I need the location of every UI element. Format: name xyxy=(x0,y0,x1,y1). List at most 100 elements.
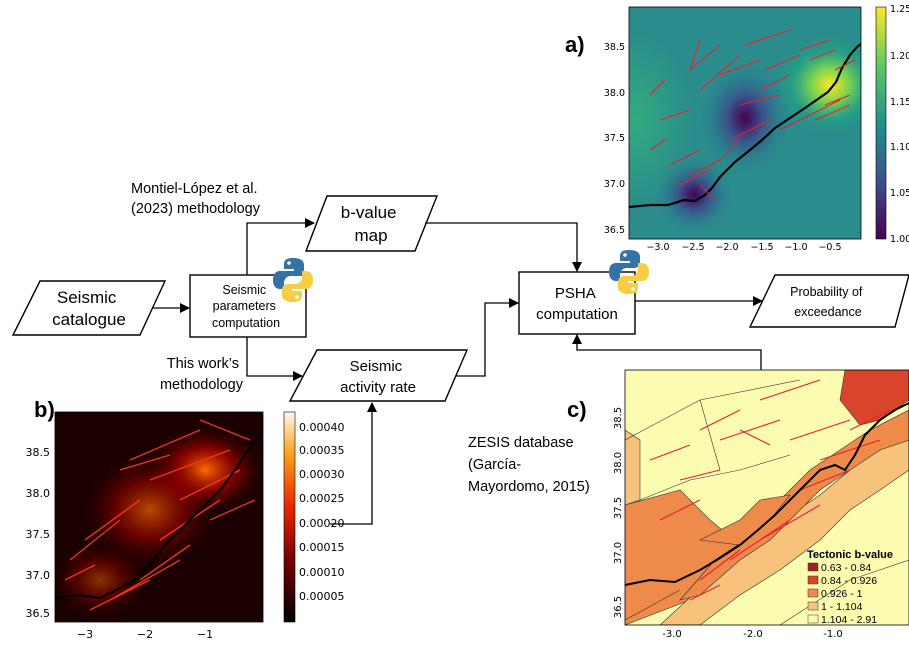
legend-label: 0.84 - 0.926 xyxy=(821,575,877,587)
panel-a-xtick: −1.0 xyxy=(784,242,807,253)
panel-b-cbar-tick: 0.00025 xyxy=(299,492,345,505)
legend-item: 0.84 - 0.926 xyxy=(807,575,877,587)
arrow-mapb-activity xyxy=(330,402,377,525)
svg-text:Montiel-López et al. (20: Montiel-López et al. (2023) methodology xyxy=(131,181,262,217)
legend-title: Tectonic b-value xyxy=(807,549,893,561)
svg-text:PSHA computation: PSHA computation xyxy=(536,285,618,323)
panel-c-xtick: -3.0 xyxy=(662,629,682,640)
panel-b-label: b) xyxy=(34,397,55,422)
svg-text:This work’s methodology: This work’s methodology xyxy=(160,356,244,393)
panel-b-activity-map: b) 0.00040 0.00035 0.00030 0.00025 0.000… xyxy=(26,397,345,641)
params-label-1: Seismic xyxy=(222,283,266,297)
montiel-text-2: (2023) methodology xyxy=(131,201,261,217)
psha-label-2: computation xyxy=(536,306,618,323)
panel-b-cbar-tick: 0.00015 xyxy=(299,541,345,554)
legend-label: 1 - 1.104 xyxy=(821,601,863,613)
svg-text:b-value map: b-value map xyxy=(341,203,402,245)
panel-b-xtick: −2 xyxy=(137,628,153,641)
arrow-bvalue-psha xyxy=(425,222,582,272)
panel-b-colorbar xyxy=(283,411,296,623)
legend-item: 1.104 - 2.91 xyxy=(807,614,877,626)
seismic-activity-node xyxy=(288,349,469,402)
panel-b-ytick: 37.0 xyxy=(26,569,51,582)
python-logo-icon xyxy=(609,250,649,294)
seismic-catalogue-node xyxy=(11,280,167,336)
thiswork-text-1: This work’s xyxy=(167,356,239,372)
flowchart: Seismic catalogue Seismic parameters com… xyxy=(11,181,909,525)
panel-a-cbar-tick: 1.05 xyxy=(890,188,909,199)
b-value-map-node xyxy=(304,195,439,252)
panel-b-cbar-tick: 0.00030 xyxy=(299,468,345,481)
panel-a-cbar-tick: 1.20 xyxy=(890,51,909,62)
panel-a-xtick: −0.5 xyxy=(818,242,841,253)
panel-c-ytick: 37.5 xyxy=(613,497,624,519)
legend-item: 1 - 1.104 xyxy=(807,601,863,613)
panel-c-tectonic-map: c) Tectonic b-value 0.63 - 0.84 xyxy=(567,369,909,640)
zesis-text-2: (García- xyxy=(468,457,521,473)
panel-a-ytick: 37.5 xyxy=(604,133,625,144)
seismic-catalogue-label-2: catalogue xyxy=(52,310,126,329)
panel-c-ytick: 38.0 xyxy=(613,452,624,474)
b-value-label-2: map xyxy=(354,226,387,245)
panel-a-xtick: −2.0 xyxy=(715,242,738,253)
panel-b-cbar-tick: 0.00040 xyxy=(299,421,345,434)
panel-c-label: c) xyxy=(567,397,587,422)
legend-swatch xyxy=(807,588,819,598)
panel-b-cbar-tick: 0.00005 xyxy=(299,590,345,603)
arrow-activity-psha xyxy=(456,298,519,377)
panel-c-xtick: -2.0 xyxy=(743,629,763,640)
panel-c-legend: Tectonic b-value 0.63 - 0.84 0.84 - 0.92… xyxy=(807,549,893,626)
panel-b-ytick: 38.0 xyxy=(26,487,51,500)
params-label-3: computation xyxy=(212,316,280,330)
panel-a-xtick: −2.5 xyxy=(681,242,704,253)
montiel-text-1: Montiel-López et al. xyxy=(131,181,258,197)
panel-c-xtick: -1.0 xyxy=(823,629,843,640)
panel-b-cbar-tick: 0.00010 xyxy=(299,566,345,579)
panel-a-cbar-tick: 1.10 xyxy=(890,142,909,153)
panel-b-ytick: 37.5 xyxy=(26,528,51,541)
activity-label-2: activity rate xyxy=(340,379,416,396)
panel-c-ytick: 36.5 xyxy=(613,596,624,618)
panel-c-ytick: 37.0 xyxy=(613,542,624,564)
panel-a-bvalue-map: a) 1.25 1.20 1.15 1.10 1.05 1.00 38.5 xyxy=(565,4,909,253)
probability-node xyxy=(748,274,909,328)
python-logo-icon xyxy=(273,258,313,302)
panel-a-ytick: 38.5 xyxy=(604,42,625,53)
b-value-label: b-value xyxy=(341,203,397,222)
panel-a-label: a) xyxy=(565,32,585,57)
panel-a-xtick: −3.0 xyxy=(646,242,669,253)
panel-c-ytick: 38.5 xyxy=(613,407,624,429)
legend-label: 1.104 - 2.91 xyxy=(821,614,877,626)
legend-item: 0.63 - 0.84 xyxy=(807,562,871,574)
panel-a-cbar-tick: 1.25 xyxy=(890,4,909,15)
panel-a-ytick: 38.0 xyxy=(604,88,625,99)
params-label-2: parameters xyxy=(213,299,276,313)
legend-swatch xyxy=(807,601,819,611)
panel-b-ytick: 36.5 xyxy=(26,607,51,620)
legend-swatch xyxy=(807,562,819,572)
arrow-params-activity xyxy=(246,337,303,381)
panel-b-ytick: 38.5 xyxy=(26,446,51,459)
seismic-catalogue-label: Seismic xyxy=(57,288,117,307)
panel-a-cbar-tick: 1.00 xyxy=(890,234,909,245)
psha-label-1: PSHA xyxy=(555,285,596,302)
svg-text:Seismic catalogue: Seismic catalogue xyxy=(52,288,126,329)
activity-label-1: Seismic xyxy=(350,358,403,375)
panel-b-xtick: −1 xyxy=(197,628,213,641)
legend-swatch xyxy=(807,575,819,585)
panel-a-ytick: 37.0 xyxy=(604,179,625,190)
panel-a-ytick: 36.5 xyxy=(604,225,625,236)
thiswork-text-2: methodology xyxy=(160,377,244,393)
zesis-text-1: ZESIS database xyxy=(468,435,574,451)
svg-text:ZESIS database (García-: ZESIS database (García- Mayordomo, 2015) xyxy=(468,435,590,495)
panel-b-cbar-tick: 0.00035 xyxy=(299,444,345,457)
panel-b-cbar-tick: 0.00020 xyxy=(299,517,345,530)
arrow-params-bvalue xyxy=(246,218,315,275)
legend-item: 0.926 - 1 xyxy=(807,588,863,600)
zesis-text-3: Mayordomo, 2015) xyxy=(468,479,590,495)
panel-a-cbar-tick: 1.15 xyxy=(890,97,909,108)
svg-text:Seismic parameters: Seismic parameters computation xyxy=(212,283,280,330)
svg-text:Probability of exceedanc: Probability of exceedance xyxy=(790,285,866,319)
probability-label-2: exceedance xyxy=(794,305,861,319)
